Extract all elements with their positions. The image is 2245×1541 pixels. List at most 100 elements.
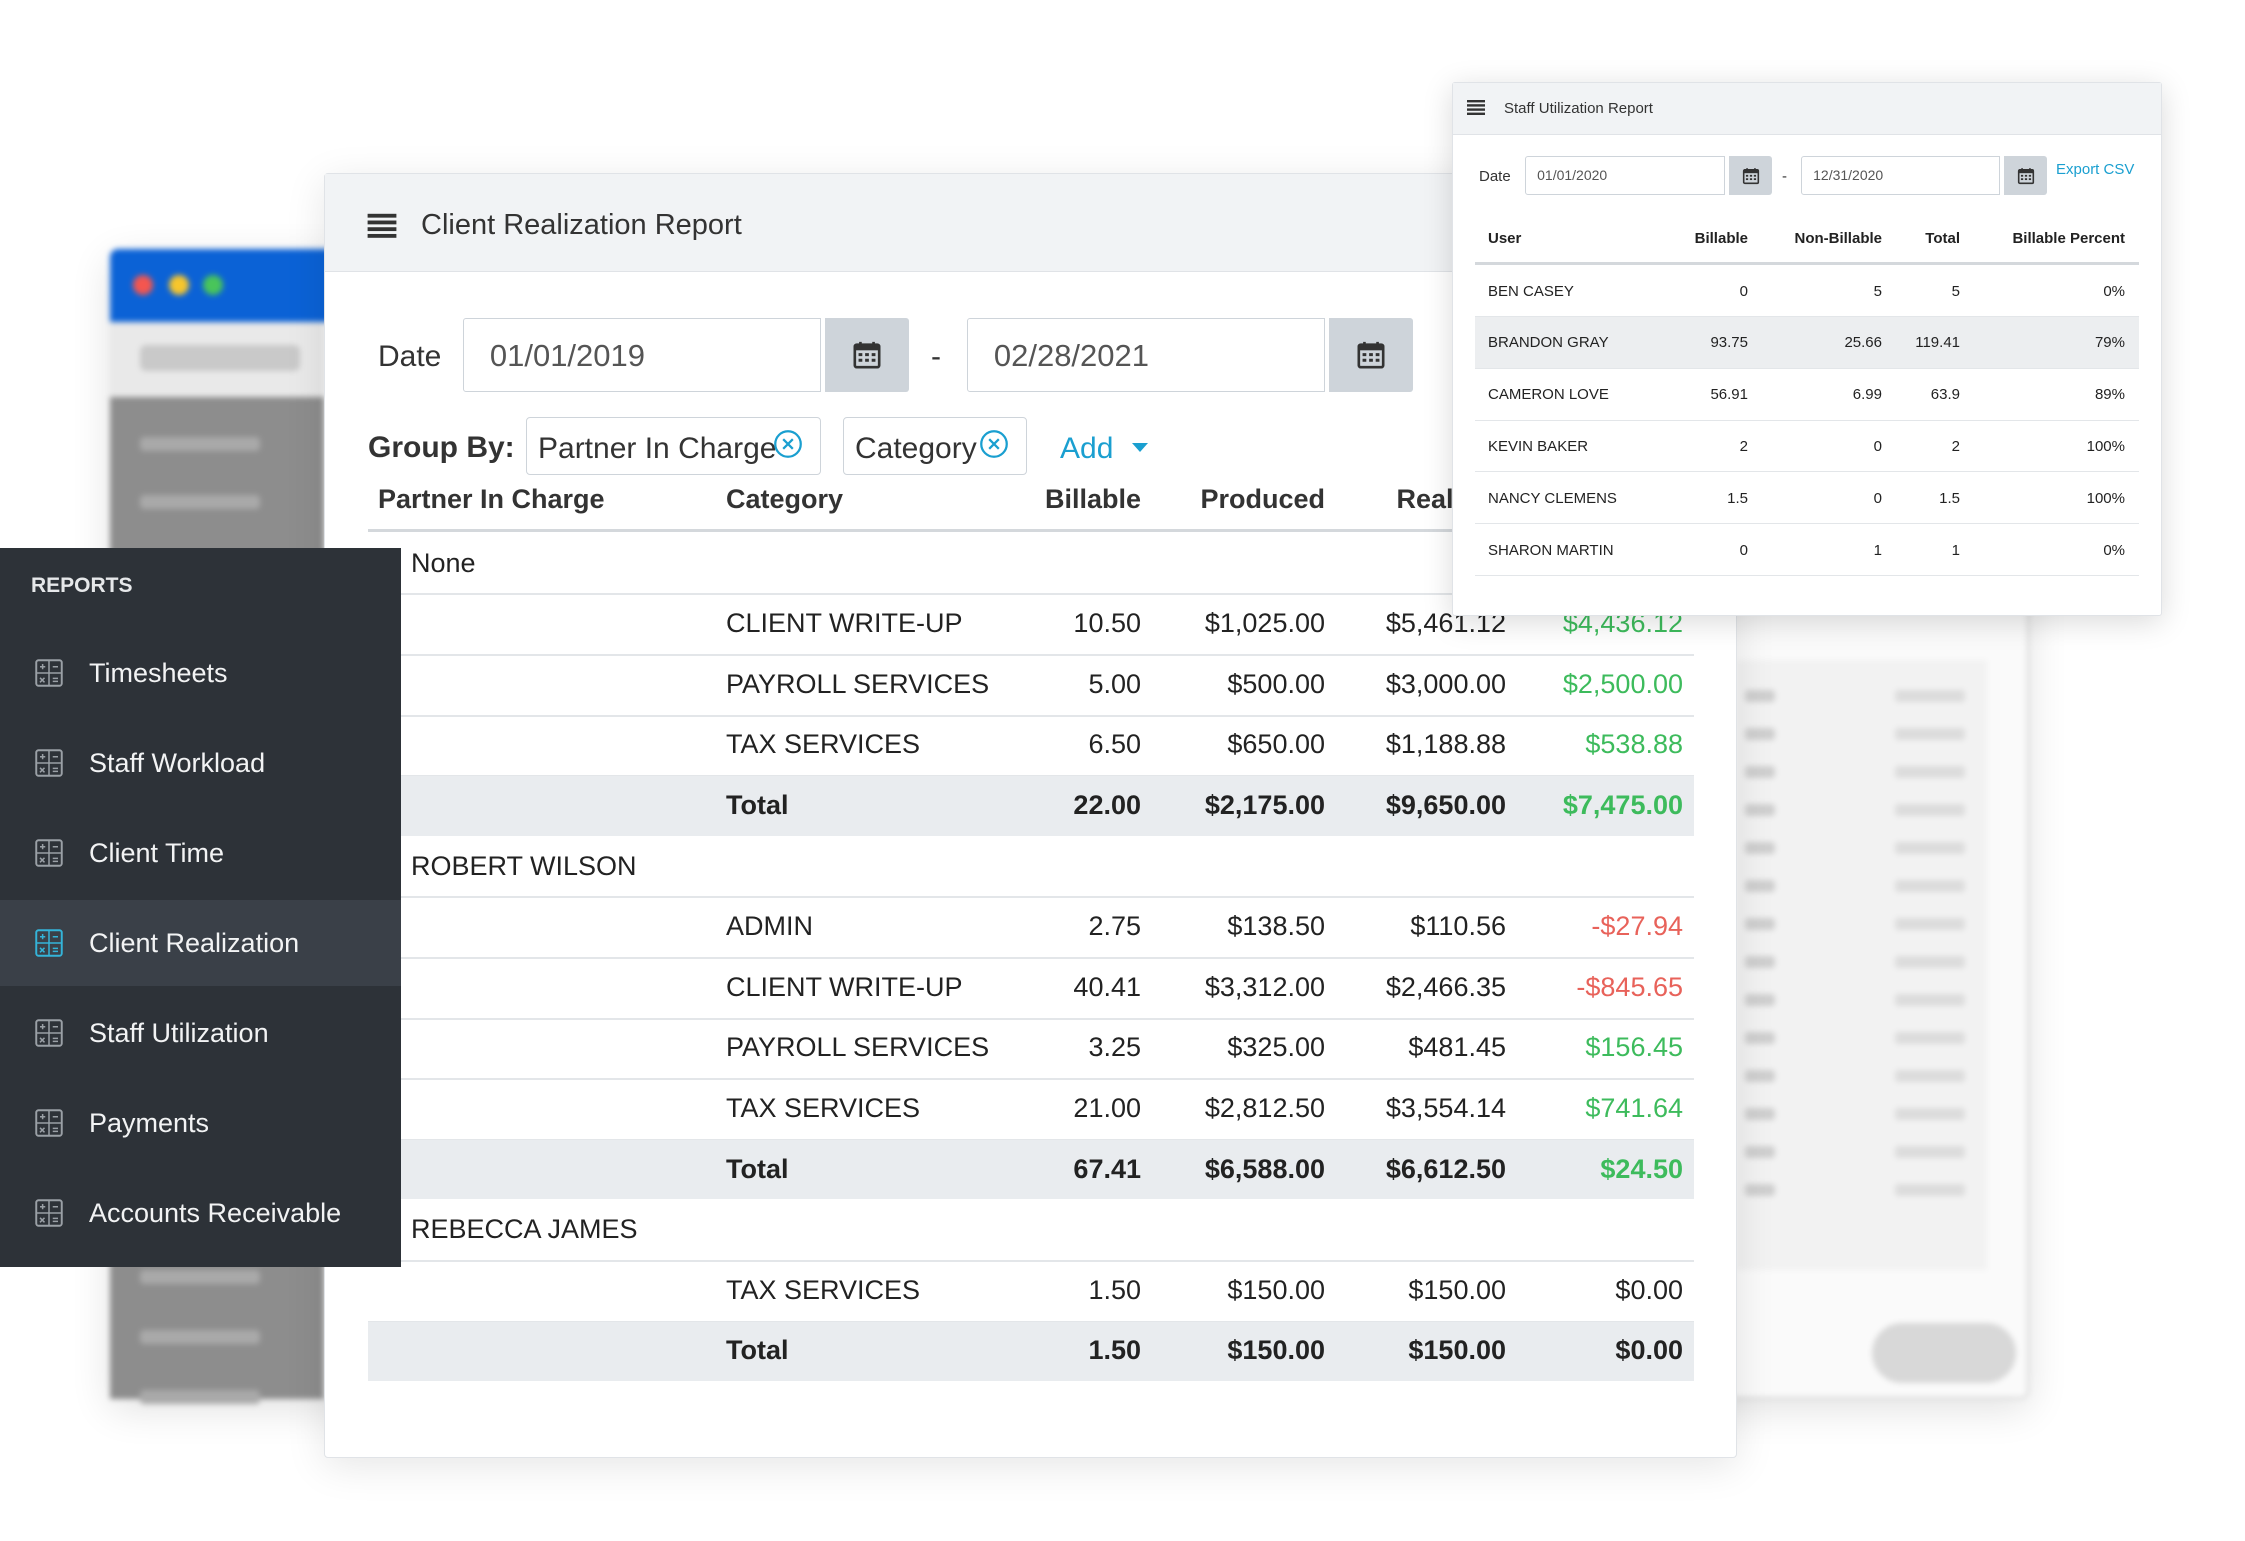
nav-item-blur: [140, 1390, 260, 1404]
sidebar-item[interactable]: Client Realization: [89, 927, 300, 958]
row-blur: [1895, 728, 1965, 740]
value-cell: $2,466.35: [1385, 971, 1506, 1002]
report-icon[interactable]: [34, 928, 64, 958]
date-input[interactable]: [1525, 156, 1725, 195]
column-header: User: [1488, 229, 1522, 247]
value-cell: $6,588.00: [1204, 1153, 1325, 1184]
sidebar-item[interactable]: Timesheets: [89, 657, 228, 688]
value-cell: 10.50: [1073, 608, 1141, 639]
value-cell: $2,812.50: [1204, 1092, 1325, 1123]
value-cell: 67.41: [1073, 1153, 1141, 1184]
value-cell: $741.64: [1585, 1092, 1683, 1123]
user-cell: BEN CASEY: [1488, 282, 1574, 300]
header-underline: [1475, 262, 2139, 265]
report-icon[interactable]: [34, 748, 64, 778]
row-blur: [1745, 994, 1775, 1006]
value-cell: 5: [1951, 282, 1960, 300]
window-logo: [140, 345, 300, 371]
value-cell: $150.00: [1408, 1335, 1506, 1366]
date-input-value: 01/01/2020: [1537, 167, 1608, 183]
column-header: Partner In Charge: [378, 483, 605, 514]
nav-item-blur: [140, 495, 260, 509]
sidebar-item[interactable]: Staff Workload: [89, 747, 266, 778]
value-cell: 93.75: [1710, 334, 1748, 352]
row-blur: [1745, 956, 1775, 968]
row-blur: [1745, 918, 1775, 930]
chip-remove-icon[interactable]: [979, 429, 1009, 459]
value-cell: 100%: [2086, 437, 2125, 455]
date-input[interactable]: [967, 318, 1325, 392]
value-cell: $3,554.14: [1385, 1092, 1506, 1123]
row-blur: [1745, 1184, 1775, 1196]
category-cell: ADMIN: [726, 911, 813, 942]
value-cell: 2: [1739, 437, 1748, 455]
report-icon[interactable]: [34, 838, 64, 868]
category-cell: TAX SERVICES: [726, 1274, 921, 1305]
value-cell: 0%: [2103, 282, 2125, 300]
row-blur: [1745, 880, 1775, 892]
sidebar-item[interactable]: Accounts Receivable: [89, 1197, 342, 1228]
category-cell: PAYROLL SERVICES: [726, 1032, 990, 1063]
calendar-button[interactable]: [1329, 318, 1413, 392]
value-cell: $150.00: [1227, 1335, 1325, 1366]
chip-remove-icon[interactable]: [773, 429, 803, 459]
add-caret: [1130, 441, 1150, 453]
value-cell: $150.00: [1408, 1274, 1506, 1305]
column-header: Category: [726, 483, 844, 514]
value-cell: $7,475.00: [1562, 789, 1683, 820]
value-cell: 2: [1951, 437, 1960, 455]
report-icon[interactable]: [34, 1018, 64, 1048]
row-blur: [1745, 1032, 1775, 1044]
row-blur: [1895, 1108, 1965, 1120]
value-cell: $2,500.00: [1562, 668, 1683, 699]
value-cell: 119.41: [1915, 334, 1960, 352]
row-blur: [1895, 880, 1965, 892]
user-cell: BRANDON GRAY: [1488, 334, 1609, 352]
report-icon[interactable]: [34, 1108, 64, 1138]
user-cell: KEVIN BAKER: [1488, 437, 1589, 455]
row-blur: [1895, 1032, 1965, 1044]
add-group-button[interactable]: Add: [1060, 431, 1114, 465]
group-chip-label: Partner In Charge: [538, 431, 777, 465]
report-icon[interactable]: [34, 658, 64, 688]
row-border: [368, 653, 1694, 656]
value-cell: $2,175.00: [1204, 789, 1325, 820]
user-cell: CAMERON LOVE: [1488, 386, 1609, 404]
value-cell: 40.41: [1073, 971, 1141, 1002]
value-cell: 1.50: [1088, 1335, 1141, 1366]
group-chip[interactable]: [526, 417, 821, 475]
row-blur: [1745, 804, 1775, 816]
value-cell: 1.5: [1939, 489, 1960, 507]
nav-item-blur: [140, 437, 260, 451]
date-input[interactable]: [1801, 156, 2000, 195]
calendar-button[interactable]: [1729, 156, 1772, 195]
menu-icon: [1466, 97, 1486, 117]
row-blur: [1895, 956, 1965, 968]
row-border: [1475, 367, 2139, 369]
sidebar-heading: REPORTS: [31, 574, 133, 597]
group-by-label: Group By:: [368, 430, 515, 464]
category-cell: PAYROLL SERVICES: [726, 668, 990, 699]
group-label: ROBERT WILSON: [411, 850, 637, 881]
row-border: [368, 1078, 1694, 1081]
sidebar-item[interactable]: Staff Utilization: [89, 1017, 269, 1048]
calendar-button[interactable]: [825, 318, 909, 392]
row-blur: [1745, 728, 1775, 740]
calendar-button[interactable]: [2004, 156, 2047, 195]
user-cell: SHARON MARTIN: [1488, 541, 1614, 559]
category-cell: TAX SERVICES: [726, 729, 921, 760]
export-csv-link[interactable]: Export CSV: [2056, 160, 2135, 178]
date-input[interactable]: [463, 318, 821, 392]
group-chip-label: Category: [855, 431, 977, 465]
report-icon[interactable]: [34, 1198, 64, 1228]
date-separator: -: [1782, 167, 1787, 185]
sidebar-item[interactable]: Client Time: [89, 837, 225, 868]
value-cell: $0.00: [1615, 1274, 1683, 1305]
value-cell: $9,650.00: [1385, 789, 1506, 820]
value-cell: 21.00: [1073, 1092, 1141, 1123]
value-cell: 1.5: [1727, 489, 1748, 507]
row-blur: [1745, 690, 1775, 702]
sidebar-item[interactable]: Payments: [89, 1107, 210, 1138]
